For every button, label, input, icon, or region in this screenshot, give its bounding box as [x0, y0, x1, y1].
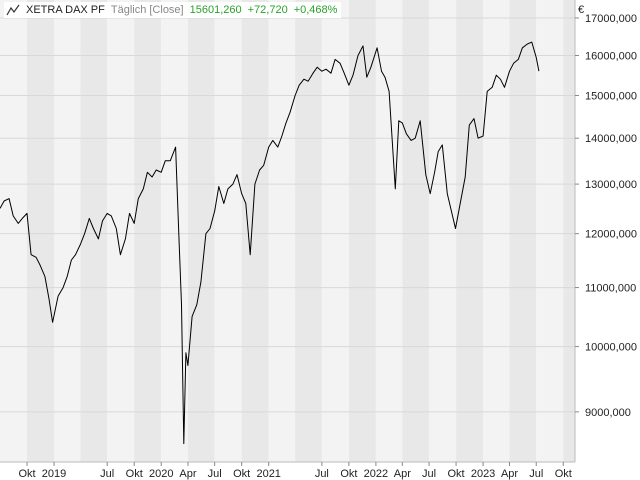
quarter-band [509, 0, 537, 462]
x-tick-label: Okt [18, 468, 35, 480]
quarter-band [27, 0, 55, 462]
quarter-band [456, 0, 484, 462]
x-tick-label: 2021 [256, 468, 280, 480]
currency-label: € [578, 4, 585, 16]
quarter-band [295, 0, 322, 462]
interval-label: Täglich [Close] [110, 4, 184, 16]
quarter-band [214, 0, 242, 462]
y-tick-label: 11000,000 [585, 283, 636, 295]
quarter-band [54, 0, 81, 462]
y-tick-label: 13000,000 [585, 179, 637, 191]
quarter-band [375, 0, 403, 462]
y-tick-label: 15000,000 [585, 90, 637, 102]
x-tick-label: 2019 [42, 468, 66, 480]
quarter-band [187, 0, 215, 462]
price-change: +72,720 [247, 4, 288, 16]
x-tick-label: Jul [208, 468, 222, 480]
x-tick-label: Okt [448, 468, 465, 480]
price-change-percent: +0,468% [293, 4, 338, 16]
y-axis: 9000,000 10000,000 11000,000 12000,000 13000… [575, 13, 637, 419]
quarter-band [563, 0, 575, 462]
quarter-band [134, 0, 162, 462]
x-tick-label: Apr [179, 468, 196, 480]
quarter-band [402, 0, 430, 462]
series-group [0, 41, 540, 445]
x-tick-label: 2022 [364, 468, 388, 480]
x-tick-label: Jul [529, 468, 543, 480]
y-tick-label: 12000,000 [585, 229, 637, 241]
x-tick-label: Okt [555, 468, 572, 480]
y-tick-label: 17000,000 [585, 13, 637, 25]
quarter-bands [0, 0, 575, 462]
quarter-band [348, 0, 376, 462]
instrument-name: XETRA DAX PF [26, 4, 105, 16]
x-tick-label: Okt [126, 468, 143, 480]
x-tick-label: Jul [422, 468, 436, 480]
x-tick-label: Apr [394, 468, 411, 480]
x-tick-label: Jul [315, 468, 329, 480]
y-tick-label: 16000,000 [585, 51, 637, 63]
quarter-band [268, 0, 296, 462]
y-tick-label: 14000,000 [585, 133, 637, 145]
line-chart-icon [6, 4, 20, 16]
x-tick-label: Apr [501, 468, 518, 480]
x-axis: Okt 2019 Jul Okt 2020 Apr Jul Okt 2021 Jul Okt 2022… [18, 462, 572, 480]
y-tick-label: 10000,000 [585, 342, 637, 354]
quarter-band [536, 0, 564, 462]
series-line [0, 41, 540, 445]
x-tick-label: Jul [100, 468, 114, 480]
x-tick-label: 2023 [471, 468, 495, 480]
y-tick-label: 9000,000 [585, 407, 631, 419]
last-price: 15601,260 [189, 4, 242, 16]
quarter-band [107, 0, 135, 462]
quarter-band [483, 0, 510, 462]
quarter-band [0, 0, 28, 462]
quarter-band [241, 0, 269, 462]
quarter-band [429, 0, 457, 462]
quarter-band [321, 0, 349, 462]
quarter-band [80, 0, 108, 462]
quarter-band [161, 0, 188, 462]
x-tick-label: Okt [340, 468, 357, 480]
chart-header: XETRA DAX PF Täglich [Close] 15601,260 +… [4, 2, 342, 18]
x-tick-label: Okt [233, 468, 250, 480]
x-tick-label: 2020 [149, 468, 173, 480]
